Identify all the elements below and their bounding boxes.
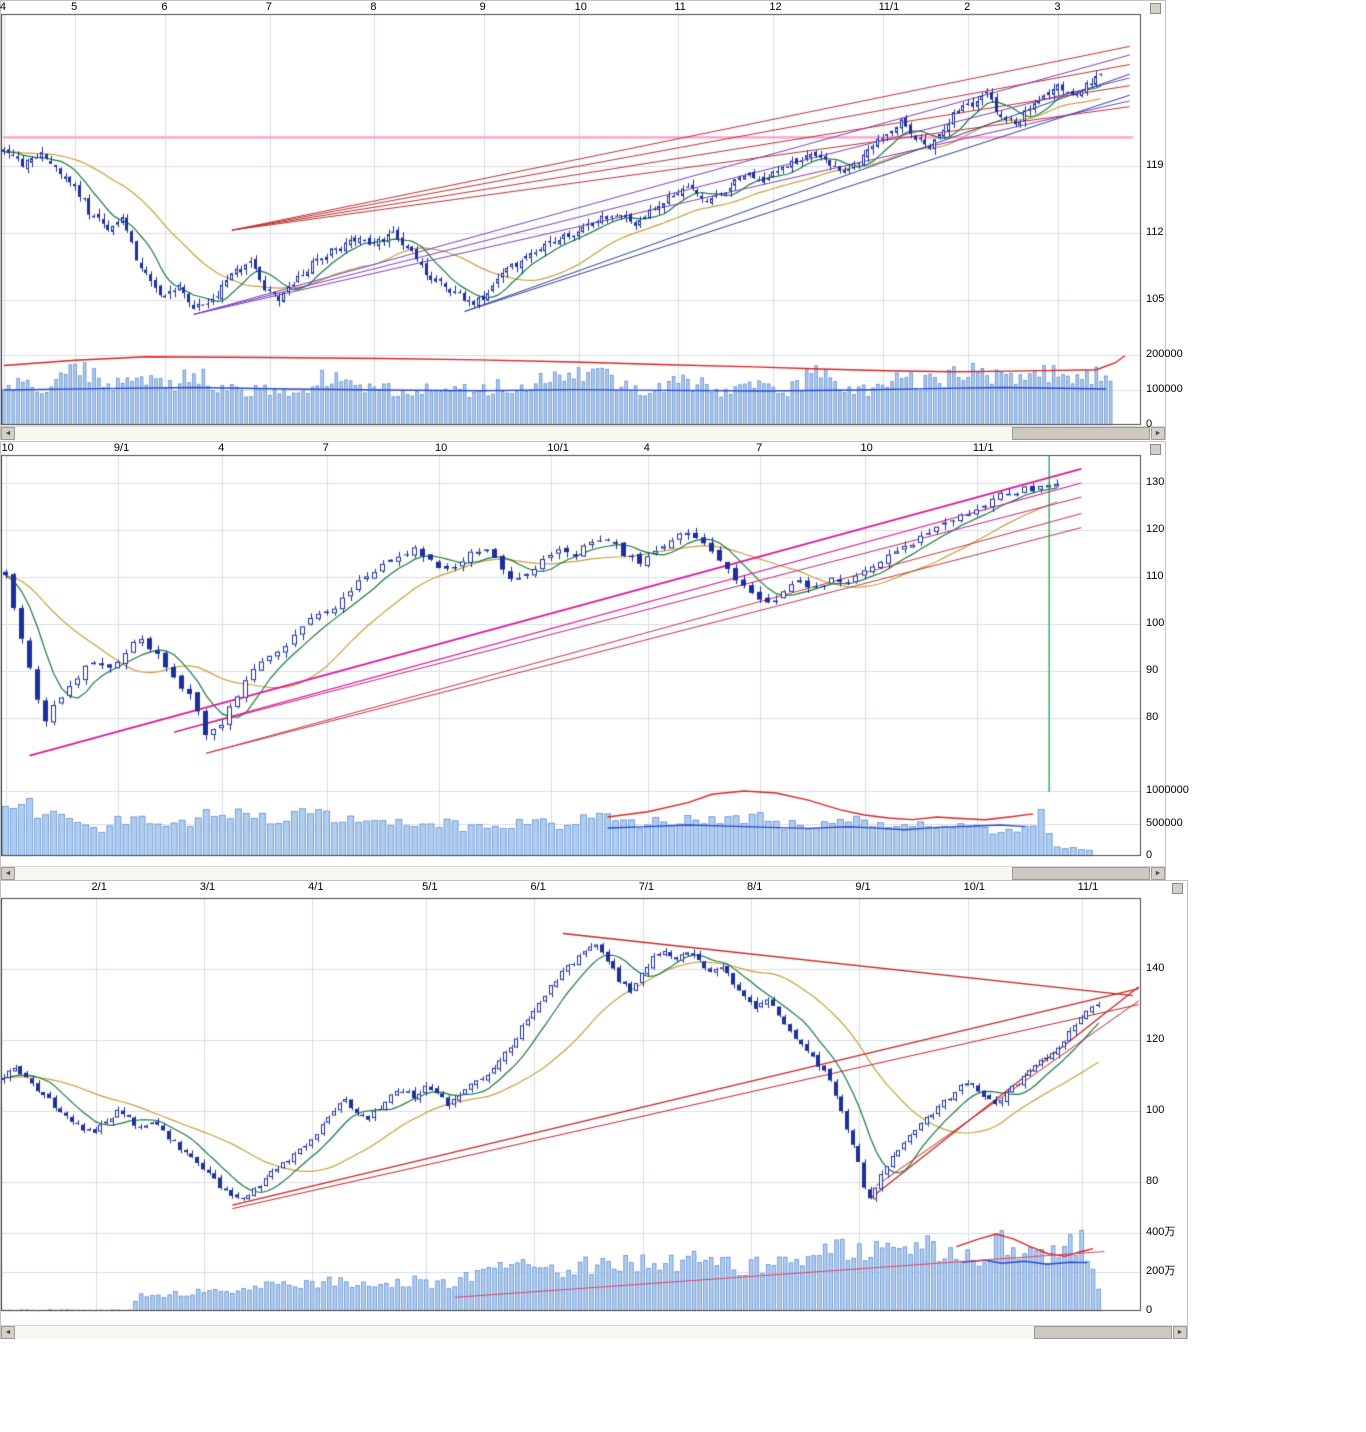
x-axis-tick-label: 12: [769, 1, 782, 13]
volume-axis-label: 200000: [1146, 348, 1183, 360]
price-axis-label: 119: [1146, 159, 1164, 171]
panel-corner-button[interactable]: [1150, 3, 1161, 14]
candlestick-chart-canvas-middle[interactable]: [1, 442, 1165, 866]
scroll-left-button[interactable]: ◄: [1, 867, 15, 880]
chart-panel-top: ◄ ► 4 5 6 7 8 9 10 11 12 11/1 2 3 119 112 105 200000 100…: [0, 0, 1183, 440]
x-axis-tick-label: 11/1: [878, 1, 900, 13]
x-axis-tick-label: 6: [161, 1, 168, 13]
x-axis-tick-label: 5/1: [422, 881, 438, 893]
scroll-right-button[interactable]: ►: [1151, 867, 1165, 880]
x-axis-tick-label: 11: [674, 1, 686, 13]
scrollbar-thumb[interactable]: [1034, 1326, 1172, 1339]
price-axis-label: 100: [1146, 617, 1165, 629]
x-axis-tick-label: 10: [574, 1, 587, 13]
x-axis-tick-label: 10: [1, 442, 14, 454]
x-axis-tick-label: 9: [479, 1, 486, 13]
x-axis-tick-label: 3/1: [199, 881, 216, 893]
volume-axis-label: 500000: [1146, 816, 1183, 829]
price-axis-label: 90: [1146, 664, 1159, 676]
price-axis-label: 120: [1146, 523, 1165, 535]
chart-panel-bottom: ◄ ► 2/1 3/1 4/1 5/1 6/1 7/1 8/1 9/1 10/1 11/1 140 1…: [0, 880, 1188, 1339]
scroll-left-button[interactable]: ◄: [1, 1326, 15, 1339]
candlestick-chart-canvas-bottom[interactable]: [1, 881, 1187, 1325]
volume-axis-label: 100000: [1146, 383, 1183, 395]
scrollbar-thumb[interactable]: [1012, 867, 1150, 880]
chart-panel-middle: ◄ ► 10 9/1 4 7 10 10/1 4 7 10 11/1 130 120 110 100 90 8…: [0, 441, 1189, 880]
horizontal-scrollbar[interactable]: ◄ ►: [1, 866, 1165, 880]
x-axis-tick-label: 9/1: [855, 881, 871, 893]
x-axis-tick-label: 4: [218, 442, 225, 454]
x-axis-tick-label: 4: [0, 1, 6, 13]
price-axis-label: 80: [1146, 1175, 1159, 1187]
scroll-left-button[interactable]: ◄: [1, 427, 15, 440]
volume-axis-label: 0: [1146, 849, 1153, 861]
x-axis-tick-label: 4: [643, 442, 650, 454]
x-axis-tick-label: 11/1: [1077, 881, 1099, 893]
panel-corner-button[interactable]: [1150, 444, 1161, 455]
x-axis-tick-label: 10/1: [547, 442, 569, 454]
x-axis-tick-label: 7/1: [638, 881, 655, 893]
x-axis-tick-label: 7: [322, 442, 329, 454]
scrollbar-track[interactable]: [15, 427, 1151, 440]
x-axis-tick-label: 2/1: [91, 881, 107, 893]
x-axis-tick-label: 9/1: [113, 442, 130, 454]
volume-axis-label: 400万: [1146, 1226, 1176, 1238]
scroll-right-button[interactable]: ►: [1151, 427, 1165, 440]
x-axis-tick-label: 10/1: [963, 881, 986, 893]
scrollbar-thumb[interactable]: [1012, 427, 1150, 440]
x-axis-tick-label: 7: [265, 1, 272, 13]
price-axis-label: 110: [1146, 570, 1164, 582]
x-axis-tick-label: 3: [1054, 1, 1061, 13]
x-axis-tick-label: 8: [370, 1, 377, 13]
volume-axis-label: 1000000: [1146, 784, 1189, 796]
volume-axis-label: 0: [1146, 418, 1153, 430]
x-axis-tick-label: 7: [756, 442, 763, 454]
x-axis-tick-label: 5: [71, 1, 78, 13]
panel-corner-button[interactable]: [1172, 883, 1183, 894]
candlestick-chart-canvas-top[interactable]: [1, 1, 1165, 426]
price-axis-label: 80: [1146, 711, 1159, 723]
price-axis-label: 140: [1146, 962, 1165, 974]
x-axis-tick-label: 11/1: [972, 442, 994, 454]
x-axis-tick-label: 6/1: [530, 881, 546, 893]
scroll-right-button[interactable]: ►: [1173, 1326, 1187, 1339]
x-axis-tick-label: 10: [860, 442, 873, 454]
volume-axis-label: 0: [1146, 1304, 1153, 1316]
price-axis-label: 105: [1146, 292, 1165, 305]
scrollbar-track[interactable]: [15, 867, 1151, 880]
horizontal-scrollbar[interactable]: ◄ ►: [1, 1325, 1187, 1339]
x-axis-tick-label: 8/1: [747, 881, 763, 893]
price-axis-label: 100: [1146, 1104, 1165, 1116]
x-axis-tick-label: 4/1: [308, 881, 324, 893]
price-axis-label: 130: [1146, 476, 1165, 488]
volume-axis-label: 200万: [1146, 1265, 1176, 1277]
price-axis-label: 112: [1146, 225, 1164, 238]
x-axis-tick-label: 2: [964, 1, 971, 13]
price-axis-label: 120: [1146, 1033, 1165, 1045]
scrollbar-track[interactable]: [15, 1326, 1173, 1339]
x-axis-tick-label: 10: [435, 442, 448, 454]
horizontal-scrollbar[interactable]: ◄ ►: [1, 426, 1165, 440]
